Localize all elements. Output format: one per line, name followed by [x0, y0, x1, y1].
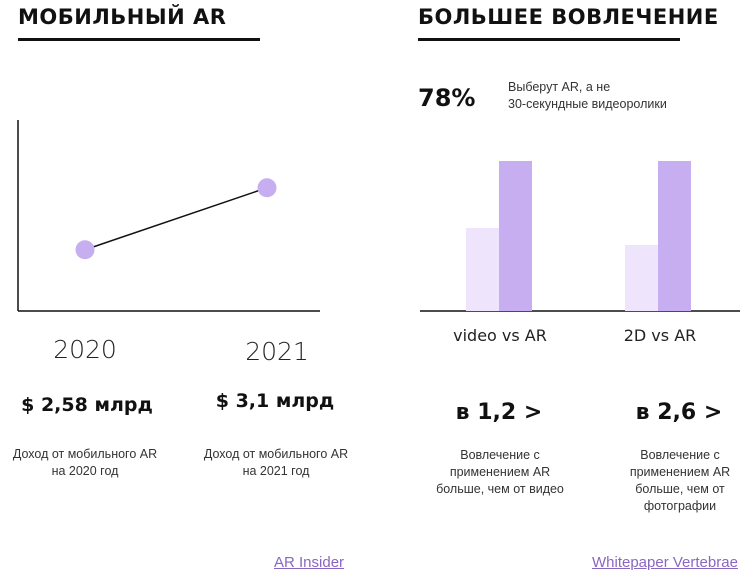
desc-2d-line: больше, чем от — [635, 482, 725, 496]
desc-2d-line: Вовлечение с — [640, 448, 720, 462]
bar-ar-0 — [499, 161, 532, 311]
line-chart — [17, 120, 320, 312]
bar-ar-1 — [658, 161, 691, 311]
stat-percentage: 78% — [418, 84, 476, 112]
data-point-2020 — [75, 240, 95, 260]
desc-2d-line: фотографии — [643, 499, 717, 513]
value-2021-label: $ 3,1 млрд — [215, 390, 335, 412]
multiplier-2d: в 2,6 > — [635, 400, 723, 425]
multiplier-video: в 1,2 > — [455, 400, 543, 425]
desc-video-line: применением AR — [449, 465, 551, 479]
year-2021-label: 2021 — [245, 337, 309, 366]
desc-2020: Доход от мобильного AR на 2020 год — [12, 447, 158, 478]
desc-video-vs-ar: Вовлечение с применением AR больше, чем … — [430, 447, 570, 498]
bar-baseline-1 — [625, 245, 658, 311]
right-section-title: БОЛЬШЕЕ ВОВЛЕЧЕНИЕ — [418, 5, 719, 29]
bar-baseline-0 — [466, 228, 499, 311]
desc-2021: Доход от мобильного AR на 2021 год — [203, 447, 349, 478]
source-link-whitepaper-vertebrae[interactable]: Whitepaper Vertebrae — [592, 554, 738, 571]
category-2d-vs-ar: 2D vs AR — [623, 326, 697, 345]
left-title-underline — [18, 38, 260, 41]
stat-description-line-1: Выберут AR, а не — [508, 80, 611, 94]
data-point-2021 — [257, 178, 277, 198]
desc-video-line: больше, чем от видео — [436, 482, 564, 496]
right-title-underline — [418, 38, 680, 41]
stat-description-line-2: 30-секундные видеоролики — [508, 97, 667, 111]
desc-2d-vs-ar: Вовлечение с применением AR больше, чем … — [610, 447, 750, 515]
series-line — [84, 187, 268, 251]
value-2020-label: $ 2,58 млрд — [21, 394, 153, 416]
left-section-title: МОБИЛЬНЫЙ AR — [18, 5, 227, 29]
desc-2d-line: применением AR — [629, 465, 731, 479]
source-link-ar-insider[interactable]: AR Insider — [274, 554, 345, 571]
bar-chart — [420, 161, 740, 312]
year-2020-label: 2020 — [53, 335, 117, 364]
desc-video-line: Вовлечение с — [460, 448, 540, 462]
stat-description: Выберут AR, а не 30-секундные видеоролик… — [508, 79, 667, 113]
category-video-vs-ar: video vs AR — [453, 326, 547, 345]
